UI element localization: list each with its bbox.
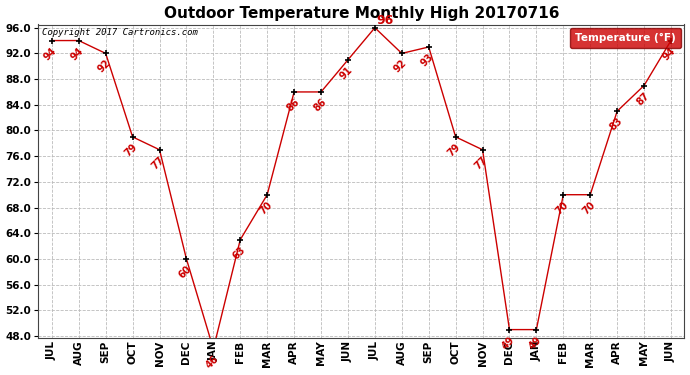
Text: 49: 49 [500,334,516,351]
Text: 91: 91 [338,64,355,81]
Text: 87: 87 [634,90,651,107]
Text: 93: 93 [419,52,435,68]
Text: 46: 46 [204,354,220,370]
Text: 92: 92 [96,58,112,75]
Text: 60: 60 [177,264,193,280]
Legend: Temperature (°F): Temperature (°F) [570,28,681,48]
Text: 83: 83 [607,116,624,133]
Text: 77: 77 [473,154,489,171]
Text: Copyright 2017 Cartronics.com: Copyright 2017 Cartronics.com [41,28,197,37]
Text: 86: 86 [284,97,301,113]
Text: 70: 70 [580,200,597,216]
Text: 96: 96 [376,13,393,27]
Text: 79: 79 [123,142,139,158]
Text: 63: 63 [230,244,247,261]
Text: 79: 79 [446,142,462,158]
Text: 77: 77 [150,154,166,171]
Text: 92: 92 [392,58,408,75]
Text: 94: 94 [661,45,678,62]
Text: 86: 86 [311,97,328,113]
Text: 94: 94 [42,45,59,62]
Text: 94: 94 [69,45,86,62]
Text: 70: 70 [257,200,274,216]
Text: 49: 49 [526,334,543,351]
Text: 70: 70 [553,200,570,216]
Title: Outdoor Temperature Monthly High 20170716: Outdoor Temperature Monthly High 2017071… [164,6,559,21]
